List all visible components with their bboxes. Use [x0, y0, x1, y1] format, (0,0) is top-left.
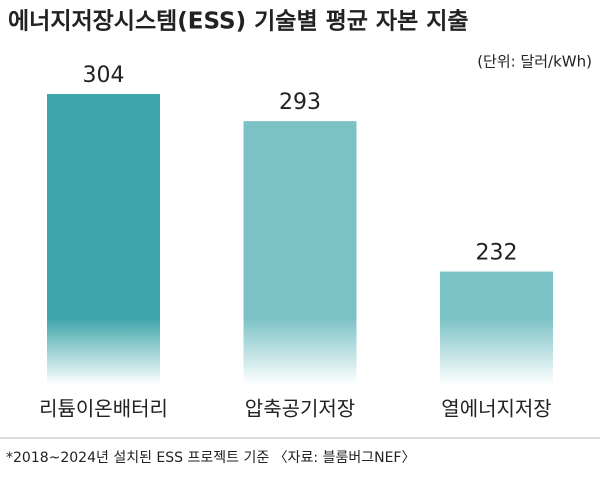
x-tick-label: 압축공기저장 [245, 397, 355, 421]
value-label: 293 [279, 90, 321, 115]
bar [47, 94, 160, 385]
bar [440, 271, 553, 385]
value-label: 232 [476, 241, 518, 266]
chart-title: 에너지저장시스템(ESS) 기술별 평균 자본 지출 [8, 9, 469, 35]
unit-label: (단위: 달러/kWh) [477, 53, 592, 71]
x-tick-label: 열에너지저장 [441, 397, 551, 421]
bar [243, 121, 357, 385]
x-tick-label: 리튬이온배터리 [39, 397, 168, 421]
value-label: 304 [83, 63, 125, 88]
footnote: *2018~2024년 설치된 ESS 프로젝트 기준 〈자료: 블룸버그NEF… [6, 450, 415, 466]
